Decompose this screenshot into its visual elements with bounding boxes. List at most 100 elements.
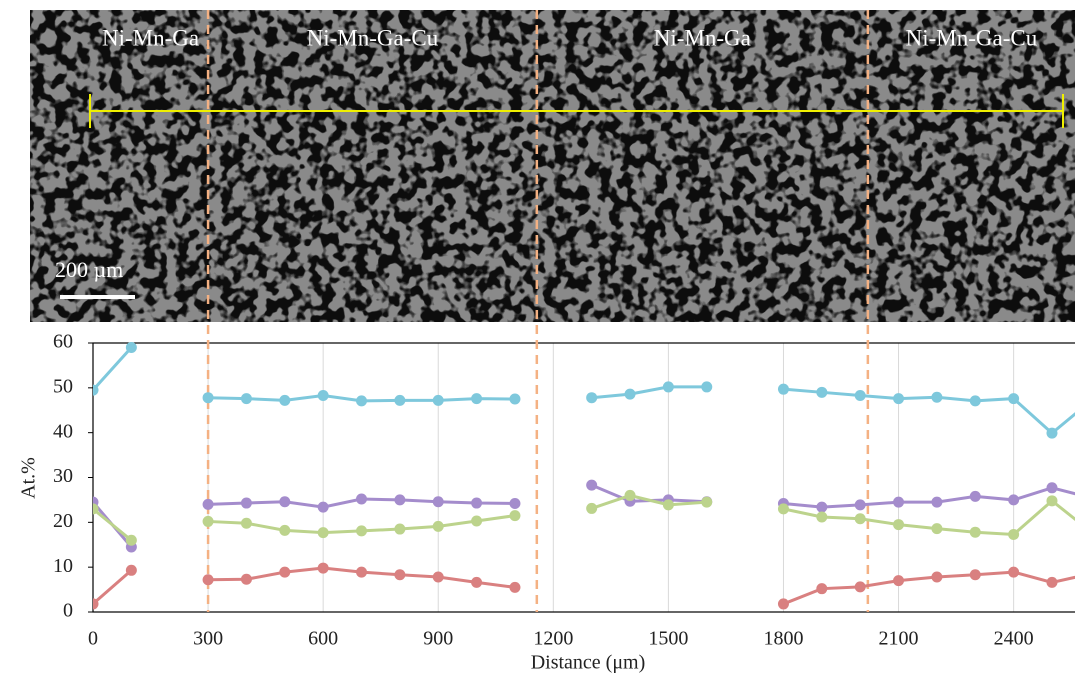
data-point (125, 341, 137, 353)
data-point (931, 391, 943, 403)
data-point (93, 384, 99, 396)
data-point (394, 394, 406, 406)
y-tick-label: 60 (53, 331, 73, 353)
data-point (969, 526, 981, 538)
data-point (202, 498, 214, 510)
data-point (701, 496, 713, 508)
data-point (279, 394, 291, 406)
data-point (509, 581, 521, 593)
data-point (1008, 393, 1020, 405)
x-tick-label: 900 (423, 628, 453, 650)
data-point (1046, 576, 1058, 588)
data-point (969, 569, 981, 581)
y-tick-label: 40 (53, 420, 73, 442)
data-point (893, 496, 905, 508)
data-point (93, 598, 99, 610)
data-point (509, 498, 521, 510)
data-point (1008, 494, 1020, 506)
micrograph: 200 µm (30, 10, 1075, 322)
data-point (93, 503, 99, 515)
scale-label: 200 µm (55, 257, 123, 282)
data-point (240, 517, 252, 529)
data-point (279, 524, 291, 536)
micrograph-texture (30, 10, 1075, 322)
data-point (432, 571, 444, 583)
data-point (471, 393, 483, 405)
data-point (969, 490, 981, 502)
data-point (969, 395, 981, 407)
data-point (816, 511, 828, 523)
data-point (701, 381, 713, 393)
data-point (662, 499, 674, 511)
data-point (624, 489, 636, 501)
data-point (356, 525, 368, 537)
data-point (317, 501, 329, 513)
data-point (432, 520, 444, 532)
data-point (586, 502, 598, 514)
data-point (394, 523, 406, 535)
series-line (93, 483, 1075, 548)
data-point (125, 564, 137, 576)
data-point (1008, 566, 1020, 578)
series-line (93, 566, 1075, 606)
x-tick-label: 1800 (763, 628, 803, 650)
data-point (471, 497, 483, 509)
data-point (356, 566, 368, 578)
x-tick-label: 300 (193, 628, 223, 650)
data-point (777, 383, 789, 395)
data-point (586, 479, 598, 491)
region-label: Ni-Mn-Ga (654, 25, 751, 50)
series-line (93, 346, 1075, 436)
data-point (1008, 528, 1020, 540)
data-point (662, 381, 674, 393)
data-point (1046, 495, 1058, 507)
y-tick-label: 20 (53, 510, 73, 532)
data-point (893, 393, 905, 405)
data-point (1046, 482, 1058, 494)
region-label: Ni-Mn-Ga-Cu (307, 25, 439, 50)
data-point (394, 569, 406, 581)
data-point (125, 534, 137, 546)
region-label: Ni-Mn-Ga (102, 25, 199, 50)
data-point (854, 499, 866, 511)
data-point (202, 392, 214, 404)
data-point (931, 571, 943, 583)
data-point (509, 393, 521, 405)
data-point (777, 598, 789, 610)
x-tick-label: 0 (88, 628, 98, 650)
y-tick-label: 50 (53, 375, 73, 397)
data-point (240, 393, 252, 405)
data-point (356, 395, 368, 407)
x-tick-label: 1500 (648, 628, 688, 650)
x-tick-label: 2100 (879, 628, 919, 650)
data-point (202, 515, 214, 527)
data-point (586, 392, 598, 404)
y-axis-label: At.% (18, 457, 40, 499)
data-point (471, 576, 483, 588)
y-tick-label: 30 (53, 465, 73, 487)
data-point (432, 394, 444, 406)
data-point (816, 386, 828, 398)
data-point (317, 562, 329, 574)
data-point (816, 501, 828, 513)
data-point (509, 510, 521, 522)
data-point (317, 389, 329, 401)
data-point (854, 513, 866, 525)
data-point (854, 581, 866, 593)
data-point (471, 515, 483, 527)
data-point (240, 573, 252, 585)
data-point (279, 496, 291, 508)
data-point (202, 574, 214, 586)
data-point (816, 583, 828, 595)
x-tick-label: 2400 (994, 628, 1034, 650)
data-point (893, 519, 905, 531)
data-point (854, 389, 866, 401)
x-tick-label: 1200 (533, 628, 573, 650)
data-point (240, 497, 252, 509)
data-point (356, 493, 368, 505)
x-tick-label: 600 (308, 628, 338, 650)
data-point (931, 523, 943, 535)
data-point (317, 527, 329, 539)
data-point (394, 494, 406, 506)
